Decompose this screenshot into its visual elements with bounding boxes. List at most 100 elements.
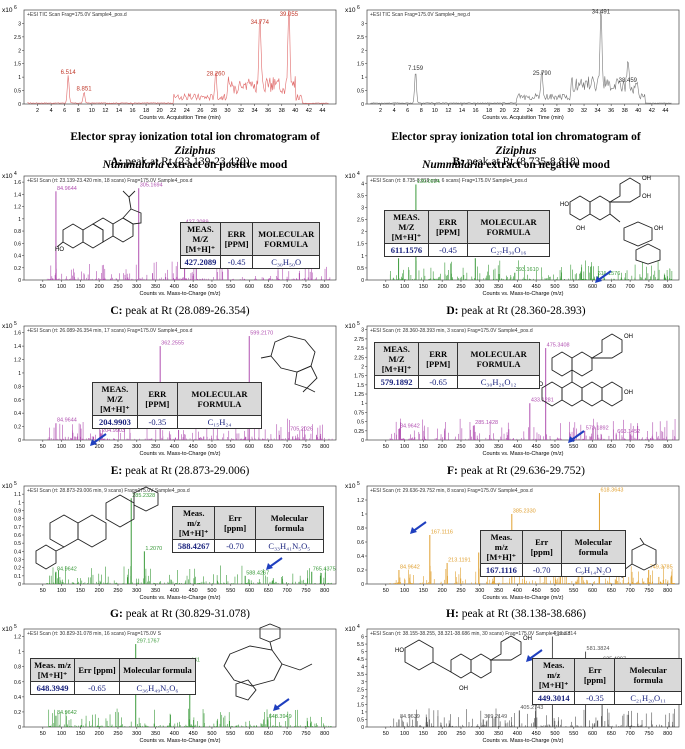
y-tick-label: 6 xyxy=(361,635,364,641)
y-tick-label: 2.5 xyxy=(357,346,364,352)
peak-label: 405.2743 xyxy=(520,705,543,711)
table-c-header-err: ERR [PPM] xyxy=(136,382,178,416)
x-axis-label: Counts vs. Mass-to-Charge (m/z) xyxy=(483,451,564,457)
peak-label: 84.9642 xyxy=(400,423,420,429)
x-tick-label: 4 xyxy=(50,108,53,114)
y-tick-label: 0.2 xyxy=(357,568,364,574)
y-tick-label: 1.4 xyxy=(14,344,21,350)
x-tick-label: 50 xyxy=(40,588,46,594)
y-scale-exponent: 5 xyxy=(14,624,17,630)
panel-title-g: G: peak at Rt (30.829-31.078) xyxy=(110,608,250,620)
panel-title-e: E: peak at Rt (28.873-29.006) xyxy=(110,465,250,477)
peak-label: 493.3314 xyxy=(553,631,576,637)
y-tick-label: 3 xyxy=(361,680,364,686)
x-tick-label: 550 xyxy=(569,444,578,450)
x-tick-label: 38 xyxy=(622,108,628,114)
x-tick-label: 800 xyxy=(663,284,672,290)
svg-text:OH: OH xyxy=(624,390,633,396)
x-tick-label: 100 xyxy=(57,731,66,737)
x-tick-label: 750 xyxy=(301,444,310,450)
x-tick-label: 100 xyxy=(57,444,66,450)
y-tick-label: 1.2 xyxy=(357,498,364,504)
x-tick-label: 200 xyxy=(438,731,447,737)
y-tick-label: 1.5 xyxy=(357,702,364,708)
x-tick-label: 450 xyxy=(532,588,541,594)
x-tick-label: 650 xyxy=(264,588,273,594)
table-d-mz: 579.1892 xyxy=(373,375,420,389)
y-tick-label: 1.2 xyxy=(14,635,21,641)
x-tick-label: 500 xyxy=(207,284,216,290)
x-tick-label: 300 xyxy=(132,284,141,290)
x-axis-label: Counts vs. Mass-to-Charge (m/z) xyxy=(483,738,564,744)
table-b-header-mz: MEAS. M/Z [M+H]⁺ xyxy=(384,210,429,244)
x-tick-label: 800 xyxy=(320,444,329,450)
x-tick-label: 8 xyxy=(77,108,80,114)
y-scale-exponent: 4 xyxy=(357,171,360,177)
x-tick-label: 250 xyxy=(113,284,122,290)
peak-label: 84.9644 xyxy=(57,418,77,424)
table-h-mz: 449.3014 xyxy=(531,691,576,705)
y-tick-label: 0.25 xyxy=(354,429,364,435)
y-tick-label: 0.8 xyxy=(14,517,21,523)
result-table-c: MEAS. M/Z [M+H]⁺ ERR [PPM] MOLECULAR FORMUL… xyxy=(92,382,263,429)
table-g-header-mz: Meas. m/z [M+H]⁺ xyxy=(29,658,76,682)
x-tick-label: 550 xyxy=(226,284,235,290)
table-f-header-formula: Molecular formula xyxy=(560,530,627,564)
y-tick-label: 1.75 xyxy=(354,374,364,380)
y-tick-label: 1 xyxy=(361,401,364,407)
x-tick-label: 150 xyxy=(419,444,428,450)
x-tick-label: 100 xyxy=(400,444,409,450)
x-tick-label: 350 xyxy=(151,588,160,594)
x-tick-label: 200 xyxy=(95,284,104,290)
x-axis-label: Counts vs. Mass-to-Charge (m/z) xyxy=(140,451,221,457)
x-tick-label: 700 xyxy=(283,444,292,450)
arrow-b-icon xyxy=(595,270,612,283)
x-tick-label: 350 xyxy=(151,284,160,290)
peak-label: 84.9642 xyxy=(57,710,77,716)
x-tick-label: 350 xyxy=(494,444,503,450)
x-tick-label: 18 xyxy=(486,108,492,114)
x-tick-label: 250 xyxy=(456,588,465,594)
x-tick-label: 600 xyxy=(245,731,254,737)
svg-text:OH: OH xyxy=(576,226,585,232)
x-tick-label: 600 xyxy=(588,284,597,290)
table-c-mz: 204.9903 xyxy=(92,415,138,429)
x-tick-label: 30 xyxy=(567,108,573,114)
y-scale-label: x10 xyxy=(345,323,356,330)
peak-label: 579.1892 xyxy=(586,425,609,431)
plot-frame xyxy=(23,9,337,105)
x-tick-label: 14 xyxy=(116,108,122,114)
panel-title-h: H: peak at Rt (38.138-38.686) xyxy=(446,608,586,620)
spectrum-header: +ESI TIC Scan Frag=175.0V Sample4_pos.d xyxy=(27,12,127,18)
table-f-mz: 167.1116 xyxy=(480,563,523,577)
peak-label: 393.1610 xyxy=(516,267,539,273)
x-tick-label: 750 xyxy=(644,588,653,594)
y-tick-label: 0 xyxy=(361,582,364,588)
structure-c-sesquiterpene-icon xyxy=(260,335,318,393)
x-tick-label: 150 xyxy=(419,731,428,737)
x-tick-label: 450 xyxy=(189,444,198,450)
x-tick-label: 600 xyxy=(588,588,597,594)
x-tick-label: 400 xyxy=(170,444,179,450)
y-tick-label: 0.4 xyxy=(357,554,364,560)
peak-label: 309.2149 xyxy=(484,714,507,720)
x-tick-label: 250 xyxy=(113,444,122,450)
x-tick-label: 500 xyxy=(550,284,559,290)
table-a-header-mz: MEAS. M/Z [M+H]⁺ xyxy=(180,222,221,256)
peak-label: 28.260 xyxy=(206,72,225,78)
y-tick-label: 0.5 xyxy=(357,420,364,426)
x-tick-label: 24 xyxy=(184,108,190,114)
panel-title-f: F: peak at Rt (29.636-29.752) xyxy=(447,465,585,477)
y-scale-exponent: 4 xyxy=(357,624,360,630)
x-tick-label: 28 xyxy=(554,108,560,114)
x-tick-label: 450 xyxy=(189,731,198,737)
arrow-g-icon xyxy=(273,698,290,711)
peak-label: 618.3643 xyxy=(600,488,623,494)
x-tick-label: 500 xyxy=(550,731,559,737)
x-tick-label: 44 xyxy=(662,108,668,114)
structure-h-flavone-glucoside-icon: HO OH OH xyxy=(395,635,532,692)
x-tick-label: 42 xyxy=(306,108,312,114)
x-tick-label: 550 xyxy=(569,731,578,737)
x-tick-label: 700 xyxy=(626,588,635,594)
y-tick-label: 4 xyxy=(361,665,364,671)
